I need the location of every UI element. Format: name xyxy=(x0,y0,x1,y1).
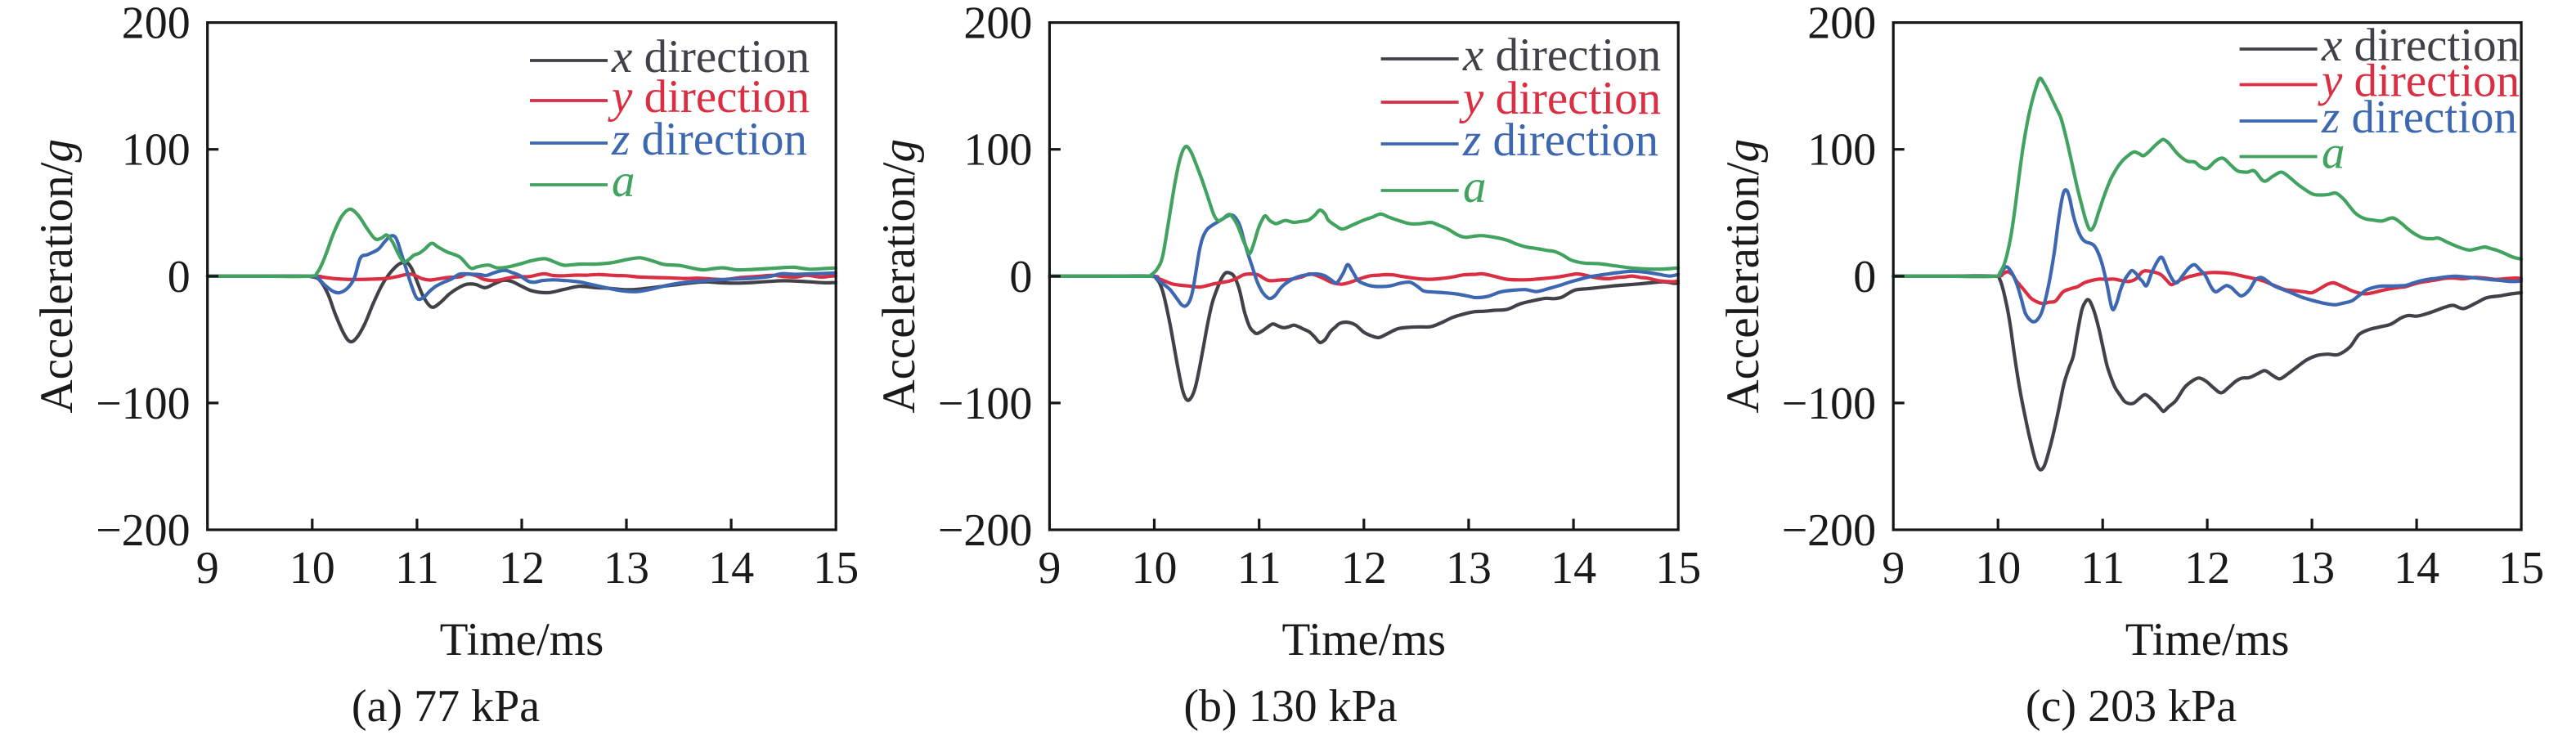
svg-text:Time/ms: Time/ms xyxy=(2125,614,2290,666)
svg-text:15: 15 xyxy=(813,543,859,594)
svg-text:100: 100 xyxy=(1807,125,1876,176)
svg-text:12: 12 xyxy=(2184,543,2230,594)
svg-text:−200: −200 xyxy=(938,505,1033,556)
svg-text:z direction: z direction xyxy=(611,114,807,165)
svg-text:Acceleration/g: Acceleration/g xyxy=(31,139,83,414)
svg-text:15: 15 xyxy=(1655,543,1701,594)
svg-text:200: 200 xyxy=(122,0,191,49)
svg-text:a: a xyxy=(1463,161,1487,213)
svg-text:9: 9 xyxy=(1038,543,1061,594)
svg-text:Time/ms: Time/ms xyxy=(440,614,604,666)
svg-text:200: 200 xyxy=(963,0,1032,49)
svg-text:−200: −200 xyxy=(96,505,191,556)
svg-text:x direction: x direction xyxy=(611,31,810,83)
svg-text:Time/ms: Time/ms xyxy=(1281,614,1446,666)
svg-text:x direction: x direction xyxy=(2321,20,2520,71)
svg-text:14: 14 xyxy=(708,543,754,594)
svg-text:9: 9 xyxy=(196,543,219,594)
svg-text:14: 14 xyxy=(1551,543,1596,594)
svg-text:−100: −100 xyxy=(96,379,191,429)
svg-text:−100: −100 xyxy=(1782,379,1877,429)
svg-text:100: 100 xyxy=(963,125,1032,176)
svg-text:Acceleration/g: Acceleration/g xyxy=(873,139,925,414)
svg-text:11: 11 xyxy=(395,543,439,594)
svg-text:13: 13 xyxy=(604,543,649,594)
svg-text:x direction: x direction xyxy=(1462,29,1661,81)
svg-text:y direction: y direction xyxy=(1459,73,1661,124)
svg-text:100: 100 xyxy=(122,125,191,176)
svg-text:0: 0 xyxy=(168,252,191,303)
svg-text:−200: −200 xyxy=(1782,505,1877,556)
svg-text:0: 0 xyxy=(1009,252,1032,303)
svg-text:z direction: z direction xyxy=(2321,92,2517,143)
svg-text:9: 9 xyxy=(1882,543,1905,594)
svg-text:a: a xyxy=(2322,128,2345,179)
svg-text:y direction: y direction xyxy=(2318,56,2520,107)
svg-text:(a) 77 kPa: (a) 77 kPa xyxy=(352,681,540,732)
svg-text:y direction: y direction xyxy=(608,71,810,123)
svg-text:13: 13 xyxy=(1446,543,1492,594)
svg-text:12: 12 xyxy=(1341,543,1387,594)
svg-text:11: 11 xyxy=(1237,543,1281,594)
svg-text:(c) 203 kPa: (c) 203 kPa xyxy=(2026,681,2237,732)
svg-text:10: 10 xyxy=(1132,543,1178,594)
svg-text:10: 10 xyxy=(1975,543,2021,594)
svg-text:0: 0 xyxy=(1853,252,1876,303)
svg-text:−100: −100 xyxy=(938,379,1033,429)
svg-text:15: 15 xyxy=(2498,543,2544,594)
svg-text:13: 13 xyxy=(2289,543,2335,594)
svg-text:Acceleration/g: Acceleration/g xyxy=(1717,139,1769,414)
svg-text:200: 200 xyxy=(1807,0,1876,49)
svg-text:a: a xyxy=(612,155,635,207)
svg-text:14: 14 xyxy=(2394,543,2439,594)
svg-text:10: 10 xyxy=(289,543,335,594)
svg-text:12: 12 xyxy=(499,543,545,594)
svg-text:z direction: z direction xyxy=(1462,114,1658,166)
svg-text:11: 11 xyxy=(2080,543,2125,594)
svg-text:(b) 130 kPa: (b) 130 kPa xyxy=(1183,681,1397,732)
